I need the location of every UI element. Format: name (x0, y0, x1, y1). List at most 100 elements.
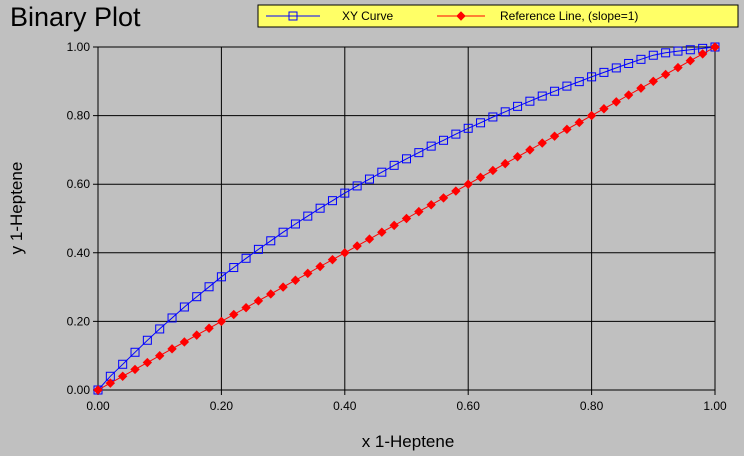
legend: XY Curve Reference Line, (slope=1) (257, 4, 739, 28)
reference-point (488, 165, 498, 176)
reference-point (426, 200, 436, 210)
xy-curve-point (488, 112, 498, 122)
xy-curve-point (327, 196, 337, 206)
xy-curve-point (204, 282, 214, 292)
xy-curve-point (303, 211, 313, 221)
y-tick-label: 1.00 (67, 40, 91, 54)
legend-square-marker (288, 11, 298, 21)
axis-ticks: 0.00 0.20 0.40 0.60 0.80 1.00 0.00 0.20 0.40 0.60… (67, 40, 727, 413)
reference-point (648, 76, 659, 87)
reference-point (142, 357, 153, 368)
xy-curve-point (216, 272, 226, 282)
y-tick-label: 0.80 (67, 109, 91, 123)
x-tick-label: 0.20 (210, 399, 234, 413)
xy-curve-point (500, 107, 510, 117)
reference-point (117, 371, 128, 381)
xy-curve-point (340, 188, 350, 198)
reference-point (167, 344, 177, 354)
xy-curve-point (525, 96, 535, 106)
reference-point (105, 378, 116, 388)
reference-point (562, 124, 572, 135)
reference-point (401, 213, 412, 224)
xy-curve-point (513, 101, 523, 111)
reference-point (500, 158, 510, 169)
legend-box (257, 4, 739, 28)
reference-point (710, 42, 720, 52)
reference-point (586, 110, 597, 121)
xy-curve-point (451, 129, 461, 139)
reference-point (611, 97, 621, 107)
reference-point (315, 261, 325, 272)
xy-curve-point (648, 50, 658, 60)
xy-curve-point (574, 77, 584, 87)
chart-title: Binary Plot (10, 2, 141, 32)
reference-point (154, 350, 165, 361)
reference-point (241, 302, 251, 313)
reference-point (303, 268, 313, 279)
xy-curve-point (253, 244, 263, 254)
reference-point (290, 275, 301, 285)
reference-point (204, 323, 214, 333)
reference-point (623, 90, 634, 100)
reference-point (574, 117, 584, 128)
reference-point (327, 254, 338, 265)
reference-point (93, 385, 103, 395)
xy-curve-point (389, 160, 399, 170)
reference-point (340, 248, 350, 258)
x-tick-label: 0.40 (333, 399, 357, 413)
reference-point (463, 179, 473, 189)
reference-point (660, 69, 671, 80)
reference-point (414, 206, 424, 217)
xy-curve-point (426, 141, 436, 151)
xy-curve-point (414, 148, 424, 158)
y-tick-label: 0.00 (67, 383, 91, 397)
xy-curve-point (611, 63, 621, 73)
xy-curve-point (179, 302, 189, 312)
x-tick-label: 0.80 (580, 399, 604, 413)
xy-curve-point (439, 135, 449, 145)
xy-curve-point (463, 123, 473, 133)
reference-point (253, 296, 264, 306)
x-tick-label: 1.00 (703, 399, 727, 413)
xy-curve-point (673, 46, 683, 56)
legend-diamond-marker (456, 11, 466, 21)
series-layer (93, 42, 720, 395)
y-tick-label: 0.40 (67, 246, 91, 260)
reference-point (599, 104, 609, 114)
xy-curve-point (550, 86, 560, 96)
xy-curve-point (155, 324, 165, 334)
xy-curve-point (118, 359, 128, 369)
xy-curve-point (562, 81, 572, 91)
reference-point (266, 289, 276, 299)
y-axis-label: y 1-Heptene (7, 162, 26, 255)
xy-curve-point (402, 154, 411, 164)
reference-point (364, 234, 375, 244)
xy-curve-point (130, 347, 140, 357)
reference-point (179, 337, 190, 347)
reference-point (549, 131, 560, 141)
xy-curve-point (685, 45, 695, 55)
reference-point (229, 309, 239, 320)
x-tick-label: 0.60 (457, 399, 481, 413)
legend-label-reference-line: Reference Line, (slope=1) (500, 9, 638, 23)
xy-curve-point (142, 335, 152, 345)
reference-point (685, 56, 696, 66)
x-axis-label: x 1-Heptene (362, 432, 455, 451)
xy-curve-point (661, 48, 671, 58)
legend-label-xy-curve: XY Curve (342, 9, 393, 23)
xy-curve-point (167, 313, 177, 323)
reference-point (673, 62, 683, 73)
grid (93, 46, 716, 395)
xy-curve-point (241, 253, 251, 263)
y-tick-label: 0.20 (67, 314, 91, 328)
reference-point (352, 241, 362, 251)
xy-curve-point (476, 118, 486, 128)
xy-curve-point (278, 227, 288, 237)
reference-point (475, 172, 486, 183)
xy-curve-point (636, 54, 646, 64)
reference-point (636, 83, 646, 93)
reference-point (216, 316, 227, 327)
xy-curve-point (587, 72, 597, 82)
xy-curve-point (377, 167, 387, 177)
